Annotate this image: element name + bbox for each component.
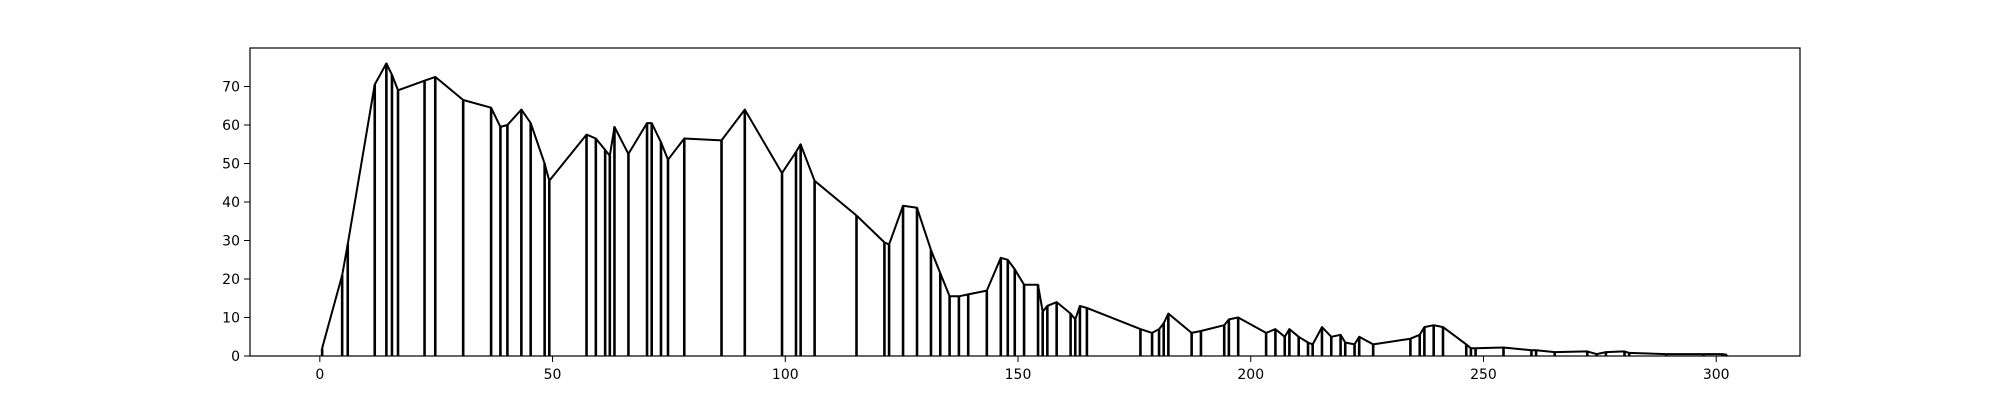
y-tick-label: 10 [222, 311, 240, 327]
y-tick-label: 0 [231, 349, 240, 365]
x-axis: 0 50 100 150 200 250 300 [315, 356, 1730, 383]
x-tick-label: 300 [1703, 367, 1730, 383]
x-tick-label: 0 [315, 367, 324, 383]
x-tick-label: 250 [1470, 367, 1497, 383]
y-tick-label: 30 [222, 234, 240, 250]
x-tick-label: 200 [1237, 367, 1264, 383]
stems-layer [320, 63, 1729, 356]
x-tick-label: 100 [772, 367, 799, 383]
x-tick-label: 150 [1005, 367, 1032, 383]
y-tick-label: 20 [222, 272, 240, 288]
x-tick-label: 50 [544, 367, 562, 383]
y-tick-label: 50 [222, 157, 240, 173]
y-axis: 0 10 20 30 40 50 60 70 [222, 80, 250, 365]
y-tick-label: 70 [222, 80, 240, 96]
y-tick-label: 60 [222, 118, 240, 134]
y-tick-label: 40 [222, 195, 240, 211]
series-line [321, 62, 1728, 356]
